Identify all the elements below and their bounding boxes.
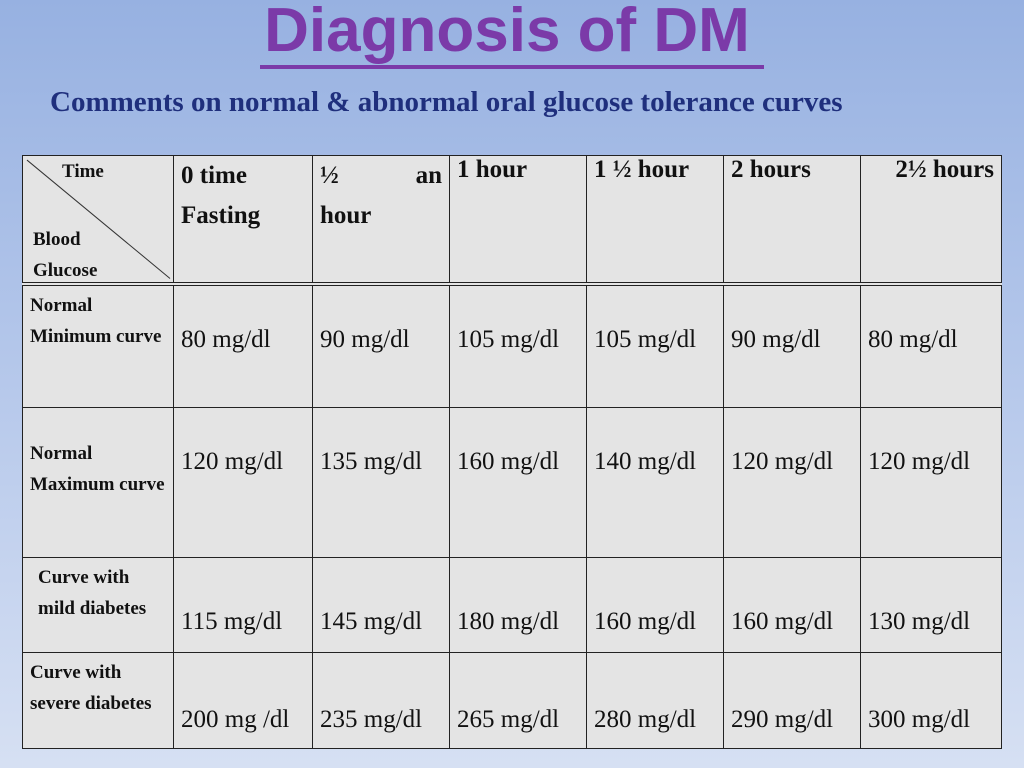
corner-time-label: Time xyxy=(62,161,104,182)
glucose-tolerance-table: Time Blood Glucose 0 time Fasting ½ an h… xyxy=(22,155,1002,749)
header-0-line1: 0 time xyxy=(181,162,247,189)
header-4-label: 2 hours xyxy=(731,156,811,184)
table-cell: 265 mg/dl xyxy=(449,652,587,749)
table-cell: 160 mg/dl xyxy=(586,557,724,653)
header-1-line2: hour xyxy=(320,202,372,229)
table-cell: 120 mg/dl xyxy=(173,407,313,558)
table-cell: 180 mg/dl xyxy=(449,557,587,653)
corner-blood-glucose-label: Blood Glucose xyxy=(33,229,98,281)
table-cell: 105 mg/dl xyxy=(586,283,724,408)
header-1-line1: ½ an xyxy=(320,157,442,197)
table-cell: 200 mg /dl xyxy=(173,652,313,749)
row-label-normal-maximum: Normal Maximum curve xyxy=(22,407,174,558)
table-cell: 115 mg/dl xyxy=(173,557,313,653)
header-half-hour: ½ an hour xyxy=(312,155,450,286)
table-cell: 80 mg/dl xyxy=(860,283,1002,408)
row-label-severe-diabetes: Curve with severe diabetes xyxy=(22,652,174,749)
table-cell: 280 mg/dl xyxy=(586,652,724,749)
table-cell: 130 mg/dl xyxy=(860,557,1002,653)
table-cell: 235 mg/dl xyxy=(312,652,450,749)
header-1-5-hour: 1 ½ hour xyxy=(586,155,724,286)
header-3-label: 1 ½ hour xyxy=(594,156,690,184)
table-cell: 120 mg/dl xyxy=(723,407,861,558)
table-cell: 105 mg/dl xyxy=(449,283,587,408)
header-0-line2: Fasting xyxy=(181,202,261,229)
header-1-hour: 1 hour xyxy=(449,155,587,286)
diagonal-divider xyxy=(26,159,171,279)
slide-subtitle: Comments on normal & abnormal oral gluco… xyxy=(50,86,843,118)
row-label-mild-diabetes: Curve with mild diabetes xyxy=(22,557,174,653)
table-row: Normal Minimum curve 80 mg/dl 90 mg/dl 1… xyxy=(22,283,1002,408)
header-5-label: 2½ hours xyxy=(895,156,994,184)
table-cell: 80 mg/dl xyxy=(173,283,313,408)
table-cell: 160 mg/dl xyxy=(723,557,861,653)
slide-title: Diagnosis of DM xyxy=(260,0,764,69)
header-2-label: 1 hour xyxy=(457,156,528,184)
table-header-row: Time Blood Glucose 0 time Fasting ½ an h… xyxy=(22,155,1002,286)
header-2-hours: 2 hours xyxy=(723,155,861,286)
slide-title-wrap: Diagnosis of DM xyxy=(0,0,1024,69)
table-cell: 120 mg/dl xyxy=(860,407,1002,558)
table-cell: 160 mg/dl xyxy=(449,407,587,558)
table-row: Curve with severe diabetes 200 mg /dl 23… xyxy=(22,652,1002,749)
table-row: Normal Maximum curve 120 mg/dl 135 mg/dl… xyxy=(22,407,1002,558)
table-cell: 290 mg/dl xyxy=(723,652,861,749)
table-cell: 300 mg/dl xyxy=(860,652,1002,749)
corner-header-cell: Time Blood Glucose xyxy=(22,155,174,286)
row-label-normal-minimum: Normal Minimum curve xyxy=(22,283,174,408)
header-1-an: an xyxy=(415,162,442,189)
table-cell: 90 mg/dl xyxy=(723,283,861,408)
table-cell: 90 mg/dl xyxy=(312,283,450,408)
table-cell: 135 mg/dl xyxy=(312,407,450,558)
table-row: Curve with mild diabetes 115 mg/dl 145 m… xyxy=(22,557,1002,653)
header-1-half: ½ xyxy=(320,162,339,189)
header-0-time: 0 time Fasting xyxy=(173,155,313,286)
table-cell: 145 mg/dl xyxy=(312,557,450,653)
table-cell: 140 mg/dl xyxy=(586,407,724,558)
header-2-5-hours: 2½ hours xyxy=(860,155,1002,286)
